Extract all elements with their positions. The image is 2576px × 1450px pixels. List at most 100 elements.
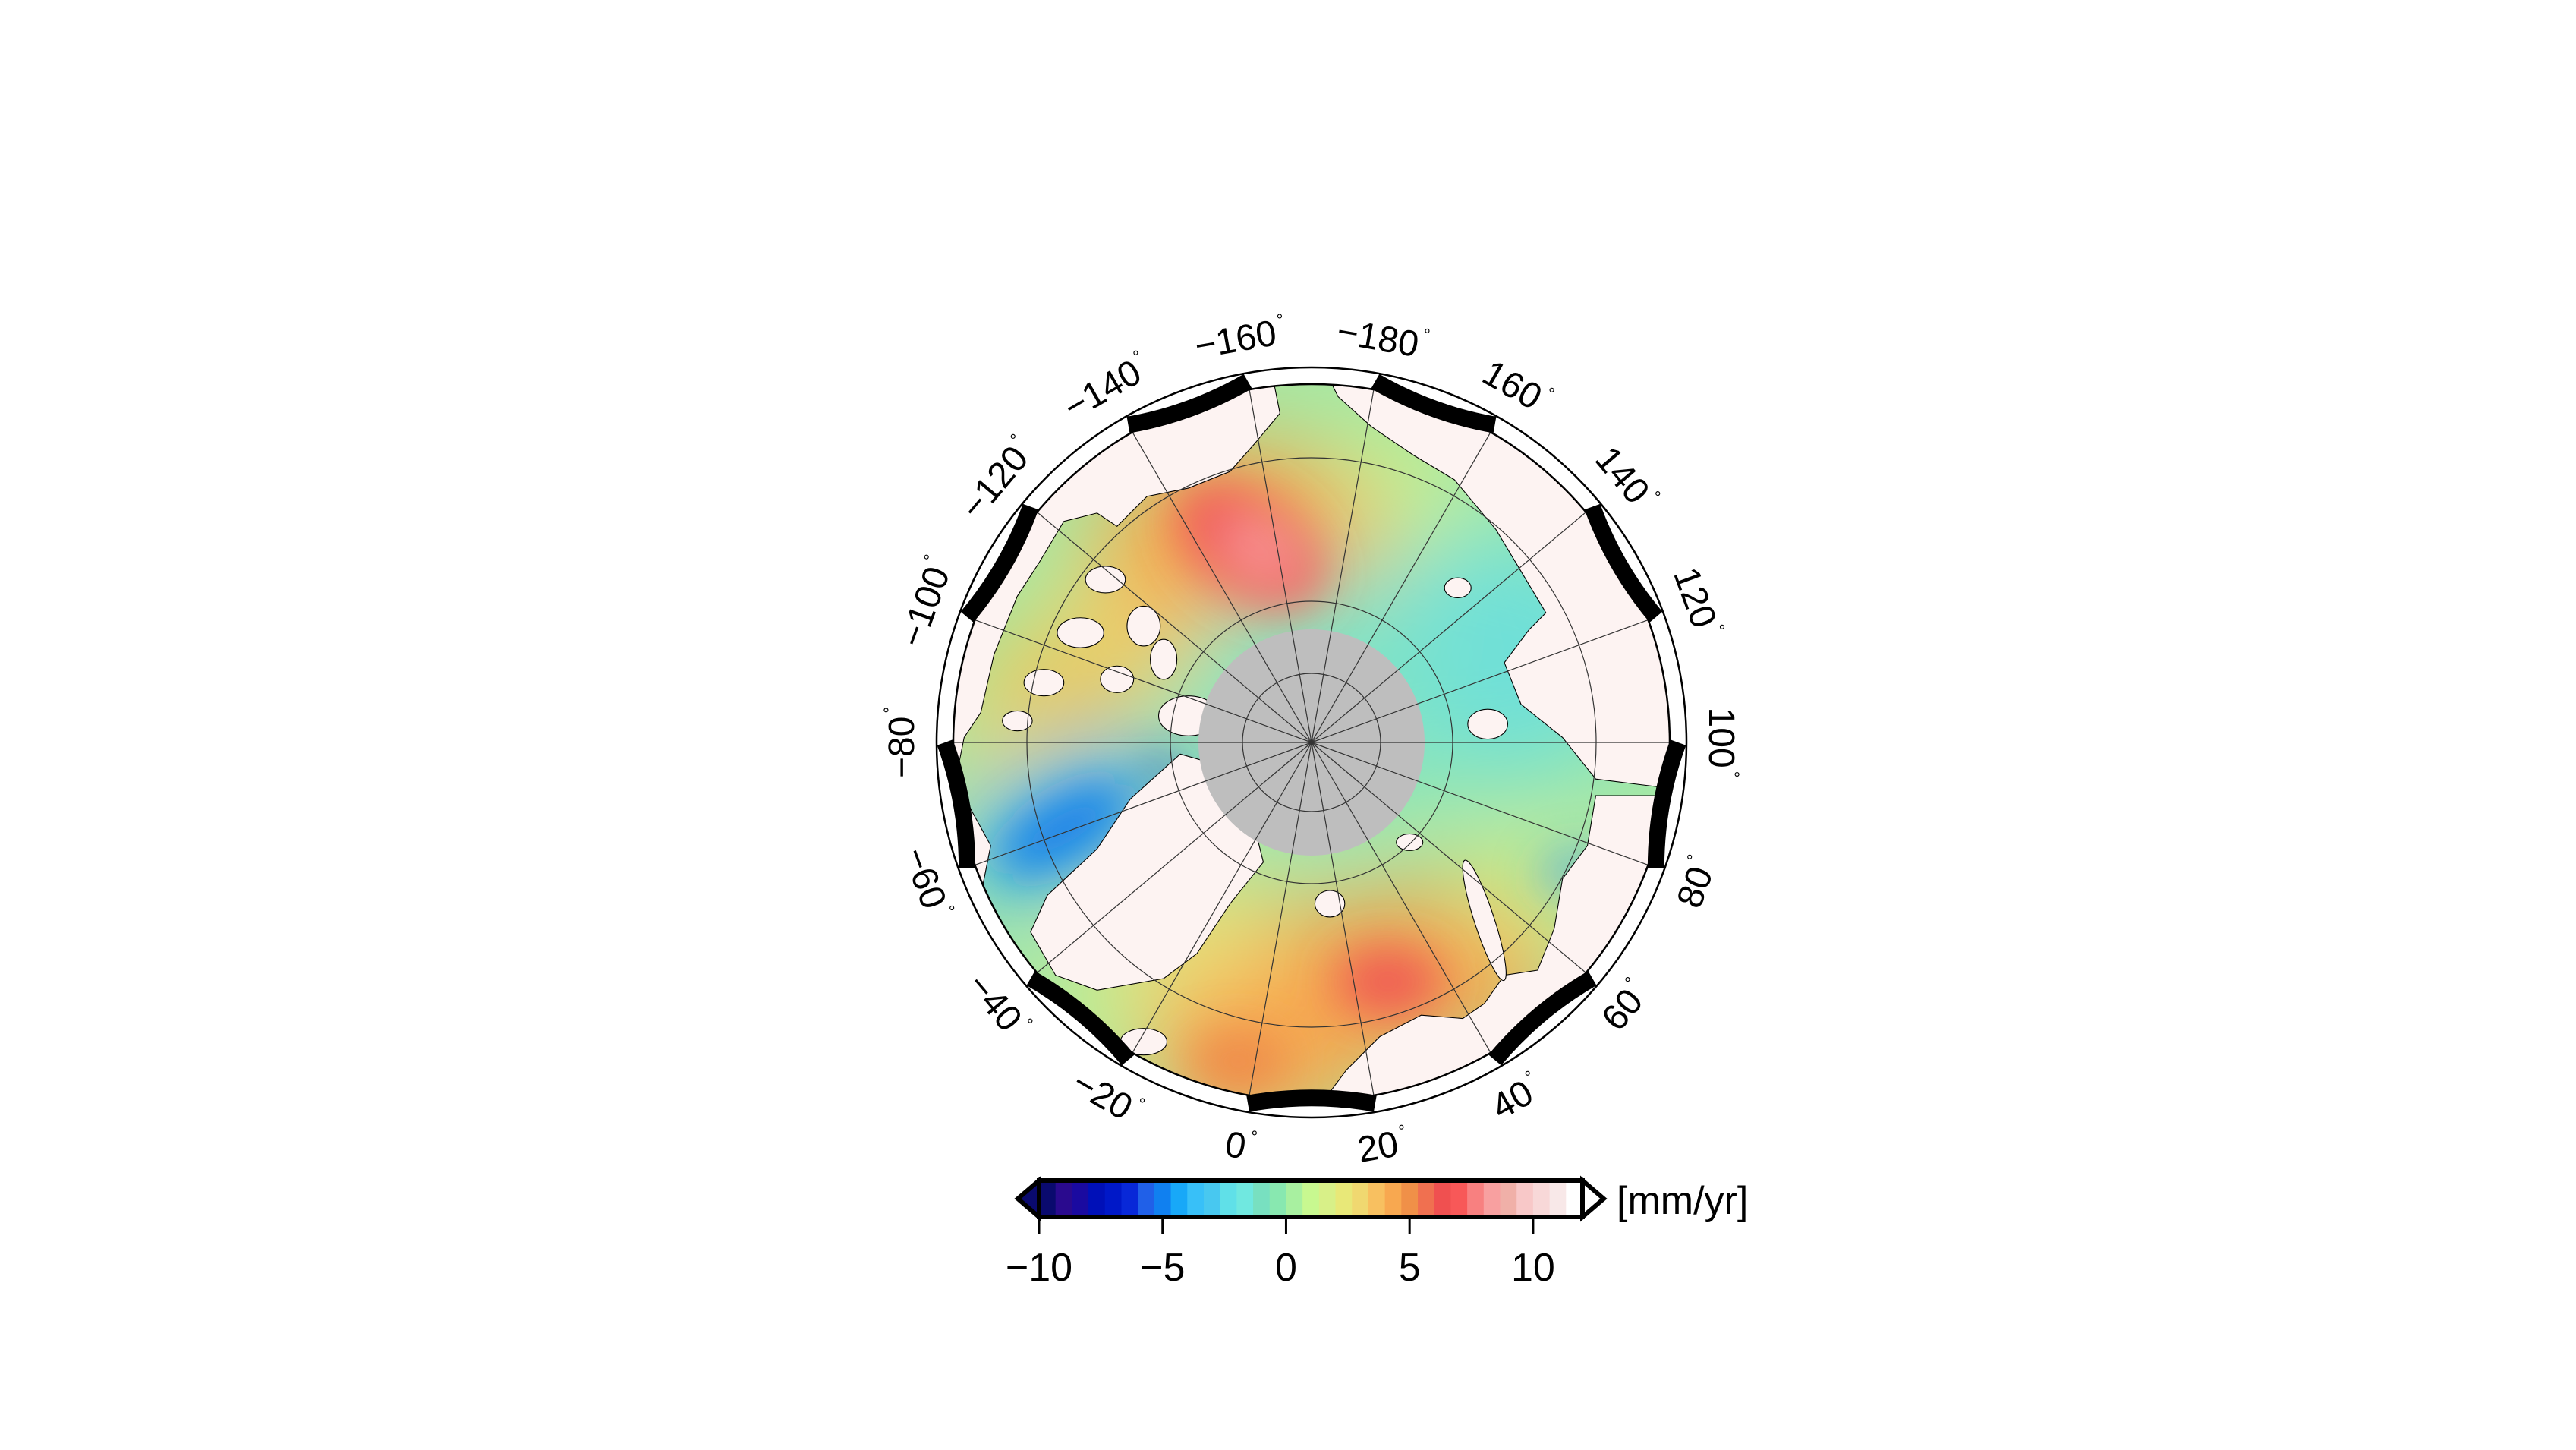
island — [1057, 617, 1104, 648]
novaya-zemlya — [1462, 859, 1507, 982]
colorbar-bin — [1269, 1180, 1287, 1217]
colorbar-extend-high — [1580, 1175, 1608, 1222]
colorbar-bin — [1368, 1180, 1386, 1217]
longitude-label: 120° — [1666, 562, 1729, 642]
frame-segment-black — [1246, 1089, 1377, 1112]
severnaya-zemlya — [1467, 708, 1508, 740]
meridian-line — [1311, 512, 1586, 743]
meridian-line — [1311, 742, 1375, 1095]
colorbar-bin — [1220, 1180, 1237, 1217]
colorbar-border — [1037, 1178, 1585, 1219]
meridian-line — [1311, 619, 1649, 743]
island — [1002, 710, 1033, 732]
colorbar-bin — [1170, 1180, 1188, 1217]
colorbar-bin — [1138, 1180, 1155, 1217]
longitude-label: −160° — [1192, 310, 1290, 367]
colorbar-bin — [1104, 1180, 1123, 1217]
meridian-line — [1249, 742, 1312, 1095]
island — [1023, 669, 1065, 697]
colorbar-bin — [1187, 1180, 1205, 1217]
frame-segment-black — [1647, 739, 1686, 868]
colorbar-bin — [1467, 1180, 1485, 1217]
sea-level-trend-field — [953, 384, 1670, 1101]
colorbar-bin — [1088, 1180, 1106, 1217]
colorbar-unit-label: [mm/yr] — [1617, 1179, 1748, 1223]
frame-segment-black — [1371, 374, 1497, 433]
colorbar-tick-label: −10 — [1006, 1246, 1072, 1290]
meridian-line — [1311, 742, 1649, 865]
colorbar-bin — [1286, 1180, 1303, 1217]
longitude-label: −180° — [1334, 310, 1432, 367]
colorbar-extend-low — [1014, 1175, 1041, 1222]
meridian-line — [1311, 742, 1586, 973]
franz-josef-land — [1396, 833, 1424, 851]
colorbar-bin — [1039, 1180, 1057, 1217]
colorbar-bin — [1055, 1180, 1072, 1217]
meridian-line — [1132, 742, 1312, 1054]
frame-segment-black — [937, 739, 976, 868]
meridian-line — [975, 619, 1312, 743]
frame-segment-black — [1026, 970, 1135, 1066]
frame-segment-black — [1584, 503, 1663, 623]
polar-map — [953, 384, 1670, 1101]
svalbard — [1314, 890, 1346, 918]
colorbar-tick-label: −5 — [1140, 1246, 1185, 1290]
frame-segment-black — [1126, 374, 1252, 433]
colorbar-bin — [1566, 1180, 1583, 1217]
colorbar-bin — [1236, 1180, 1254, 1217]
colorbar-bin — [1401, 1180, 1419, 1217]
colorbar: −10 −5 0 5 10 — [1006, 1175, 1608, 1290]
island — [1100, 665, 1135, 693]
island — [1126, 605, 1161, 647]
colorbar-tick-label: 0 — [1275, 1246, 1297, 1290]
colorbar-bin — [1434, 1180, 1452, 1217]
meridian-line — [1311, 389, 1375, 743]
colorbar-bin — [1516, 1180, 1534, 1217]
colorbar-bin — [1483, 1180, 1501, 1217]
longitude-label: 20° — [1354, 1121, 1411, 1171]
colorbar-bin — [1203, 1180, 1221, 1217]
colorbar-bin — [1154, 1180, 1172, 1217]
colorbar-bin — [1302, 1180, 1320, 1217]
meridian-line — [1311, 742, 1491, 1054]
longitude-label: −80° — [880, 707, 922, 778]
frame-segment-black — [1488, 970, 1597, 1066]
colorbar-tick-label: 5 — [1399, 1246, 1421, 1290]
colorbar-bin — [1384, 1180, 1402, 1217]
colorbar-bin — [1450, 1180, 1468, 1217]
island — [1085, 566, 1126, 594]
colorbar-bin — [1318, 1180, 1337, 1217]
longitude-label: 0° — [1222, 1122, 1258, 1168]
colorbar-bin — [1549, 1180, 1567, 1217]
colorbar-bin — [1418, 1180, 1435, 1217]
frame-segment-black — [960, 503, 1039, 623]
map-frame — [935, 366, 1688, 1119]
colorbar-bin — [1352, 1180, 1369, 1217]
meridian-line — [1311, 431, 1491, 743]
colorbar-tick-label: 10 — [1511, 1246, 1555, 1290]
longitude-label: −60° — [896, 842, 959, 923]
frame-outer-border — [935, 366, 1688, 1119]
new-siberian-islands — [1444, 577, 1472, 599]
colorbar-bin — [1335, 1180, 1353, 1217]
colorbar-bin — [1121, 1180, 1138, 1217]
colorbar-bin — [1072, 1180, 1089, 1217]
meridian-line — [975, 742, 1312, 865]
island — [1150, 638, 1178, 680]
meridian-line — [1132, 431, 1312, 743]
meridian-line — [1249, 389, 1312, 743]
northern-eurasia-land — [1304, 795, 1670, 1101]
longitude-label: 60° — [1593, 972, 1658, 1038]
meridian-line — [1037, 742, 1312, 973]
longitude-label: 100° — [1702, 708, 1743, 778]
colorbar-bin — [1500, 1180, 1517, 1217]
colorbar-bin — [1253, 1180, 1271, 1217]
longitude-label: 40° — [1484, 1066, 1548, 1127]
colorbar-bin — [1532, 1180, 1551, 1217]
meridian-line — [1037, 512, 1312, 743]
longitude-label: 80° — [1667, 852, 1724, 913]
longitude-label: −100° — [890, 552, 961, 652]
frame-inner-border — [952, 383, 1671, 1102]
graticule-meridians — [953, 389, 1670, 1095]
